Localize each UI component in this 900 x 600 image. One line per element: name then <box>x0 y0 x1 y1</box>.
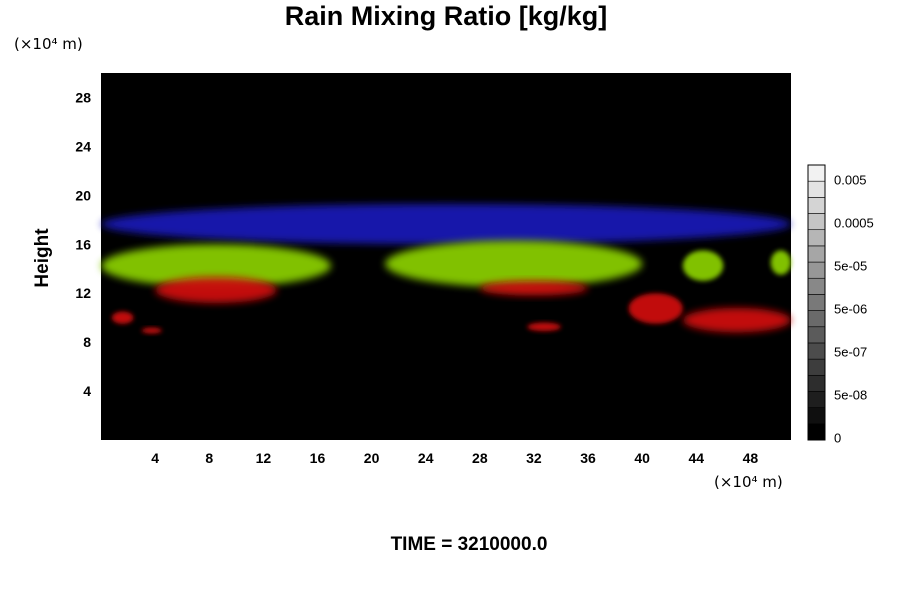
rain-feature-10 <box>111 311 134 324</box>
chart-title: Rain Mixing Ratio [kg/kg] <box>285 1 608 31</box>
x-tick-label: 48 <box>743 450 759 466</box>
colorbar-level <box>807 261 826 279</box>
colorbar-level <box>807 342 826 360</box>
rain-feature-4 <box>682 250 724 281</box>
colorbar-tick-label: 5e-07 <box>834 345 867 360</box>
colorbar-level <box>807 277 826 295</box>
rain-feature-2 <box>101 244 331 288</box>
x-tick-label: 12 <box>256 450 272 466</box>
y-tick-label: 20 <box>75 187 91 203</box>
rain-features <box>101 203 792 334</box>
x-tick-label: 32 <box>526 450 542 466</box>
y-unit-label: (×10⁴ m) <box>14 35 83 53</box>
colorbar-level <box>807 245 826 263</box>
colorbar-level <box>807 423 826 441</box>
time-label: TIME = 3210000.0 <box>391 534 548 555</box>
x-tick-label: 40 <box>634 450 650 466</box>
colorbar-tick-label: 5e-08 <box>834 388 867 403</box>
rain-feature-1 <box>101 203 791 245</box>
x-tick-label: 4 <box>151 450 159 466</box>
colorbar-frame <box>807 164 826 441</box>
colorbar-level <box>807 294 826 311</box>
y-axis: 4 8 12 16 20 24 28 <box>75 89 91 399</box>
colorbar-tick-label: 5e-05 <box>834 259 867 274</box>
rain-feature-11 <box>527 322 562 332</box>
x-tick-label: 16 <box>310 450 326 466</box>
colorbar-level <box>807 374 826 392</box>
colorbar-tick-label: 0.0005 <box>834 216 874 231</box>
y-tick-label: 8 <box>83 334 91 350</box>
colorbar-level <box>807 407 826 425</box>
colorbar-tick-label: 5e-06 <box>834 302 867 317</box>
rain-feature-5 <box>770 250 792 275</box>
rain-feature-6 <box>155 277 277 303</box>
colorbar-level <box>807 326 826 344</box>
colorbar: 0.005 0.0005 5e-05 5e-06 5e-07 5e-08 0 <box>807 164 874 446</box>
y-tick-label: 4 <box>83 383 91 399</box>
x-tick-label: 28 <box>472 450 488 466</box>
colorbar-level <box>807 213 826 231</box>
y-axis-label: Height <box>32 228 53 288</box>
colorbar-tick-label: 0 <box>834 431 841 446</box>
x-unit-label: (×10⁴ m) <box>714 473 783 491</box>
colorbar-level <box>807 358 826 376</box>
colorbar-level <box>807 197 826 214</box>
rain-feature-9 <box>682 307 791 333</box>
colorbar-level <box>807 229 826 247</box>
x-tick-label: 44 <box>689 450 705 466</box>
y-tick-label: 28 <box>75 89 91 105</box>
colorbar-level <box>807 391 826 408</box>
x-tick-label: 36 <box>580 450 596 466</box>
y-tick-label: 16 <box>75 236 91 252</box>
colorbar-tick-label: 0.005 <box>834 173 867 188</box>
x-axis: 4 8 12 16 20 24 28 32 36 40 44 48 <box>151 450 758 466</box>
rain-feature-3 <box>385 240 643 288</box>
x-tick-label: 20 <box>364 450 380 466</box>
y-tick-label: 12 <box>75 285 91 301</box>
y-tick-label: 24 <box>75 138 91 154</box>
colorbar-level <box>807 310 826 328</box>
plot-area <box>101 73 792 440</box>
rain-feature-12 <box>141 327 162 334</box>
x-tick-label: 24 <box>418 450 434 466</box>
x-tick-label: 8 <box>205 450 213 466</box>
colorbar-level <box>807 180 826 198</box>
rain-feature-7 <box>479 280 589 296</box>
rain-feature-8 <box>628 293 683 324</box>
colorbar-level <box>807 164 826 182</box>
